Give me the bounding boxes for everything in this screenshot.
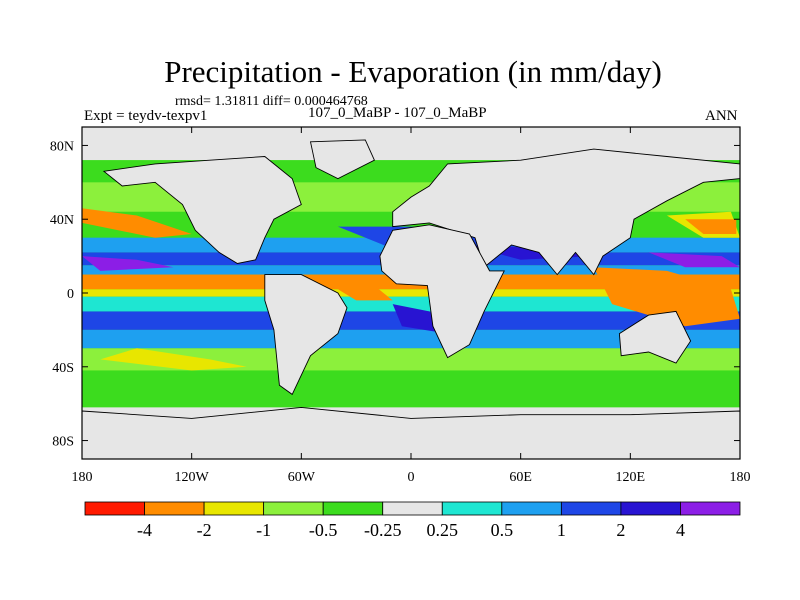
land-south-america [264, 274, 348, 396]
colorbar-label-3: -0.5 [309, 520, 338, 540]
land-australia [618, 310, 692, 364]
colorbar-swatch-10 [680, 501, 741, 516]
season-label: ANN [705, 108, 738, 124]
lat-band-12 [82, 348, 740, 371]
colorbar-swatch-6 [441, 501, 503, 516]
field-patch-5 [685, 219, 737, 234]
y-tick-label-4: 80S [52, 435, 74, 450]
y-tick-label-3: 40S [52, 361, 74, 376]
x-tick-label-0: 180 [72, 470, 93, 485]
lat-band-9 [82, 296, 740, 312]
field-patch-9 [648, 252, 740, 268]
colorbar-label-0: -4 [137, 520, 152, 540]
colorbar-label-7: 1 [557, 520, 566, 540]
colorbar-label-8: 2 [616, 520, 625, 540]
axes: 180 120W 60W 0 60E 120E 180 80N 40N 0 40S 80S [50, 127, 751, 485]
lat-band-13 [82, 370, 740, 408]
y-tick-label-0: 80N [50, 139, 74, 154]
colorbar-swatch-7 [501, 501, 562, 516]
land-greenland [309, 139, 375, 180]
colorbar-swatch-8 [560, 501, 622, 516]
experiment-label: Expt = teydv-texpv1 [84, 108, 208, 124]
y-tick-label-1: 40N [50, 213, 74, 228]
land-layer [82, 139, 740, 459]
land-eurasia [392, 148, 740, 276]
colorbar-swatch-1 [144, 501, 205, 516]
chart-title: Precipitation - Evaporation (in mm/day) [164, 54, 662, 89]
field-patch-1 [100, 348, 247, 371]
lat-band-11 [82, 329, 740, 349]
colorbar-label-6: 0.5 [491, 520, 514, 540]
case-label: 107_0_MaBP - 107_0_MaBP [308, 105, 487, 121]
lat-band-8 [82, 289, 740, 297]
field-patch-3 [593, 267, 740, 327]
x-tick-label-4: 60E [509, 470, 532, 485]
land-north-america [102, 156, 302, 264]
x-tick-label-2: 60W [288, 470, 316, 485]
field-patch-8 [82, 256, 174, 271]
colorbar-swatch-2 [203, 501, 265, 516]
colorbar-label-2: -1 [256, 520, 271, 540]
land-antarctica [82, 406, 740, 459]
colorbar-label-1: -2 [197, 520, 212, 540]
colorbar-label-9: 4 [676, 520, 685, 540]
x-tick-label-1: 120W [175, 470, 210, 485]
land-africa [379, 224, 505, 359]
colorbar-swatch-4 [322, 501, 384, 516]
colorbar-swatch-5 [382, 501, 443, 516]
colorbar-swatch-3 [263, 501, 324, 516]
colorbar-swatch-9 [620, 501, 681, 516]
colorbar-swatch-0 [84, 501, 145, 516]
x-tick-label-6: 180 [730, 470, 751, 485]
field-patch-0 [82, 208, 192, 238]
colorbar-label-5: 0.25 [427, 520, 459, 540]
colorbar-label-4: -0.25 [364, 520, 402, 540]
x-tick-label-3: 0 [408, 470, 415, 485]
y-tick-label-2: 0 [67, 287, 74, 302]
stats-text: rmsd= 1.31811 diff= 0.000464768 [175, 94, 368, 109]
field-patch-10 [337, 285, 393, 301]
x-tick-label-5: 120E [616, 470, 646, 485]
colorbar: -4 -2 -1 -0.5 -0.25 0.25 0.5 1 2 4 [84, 501, 741, 540]
